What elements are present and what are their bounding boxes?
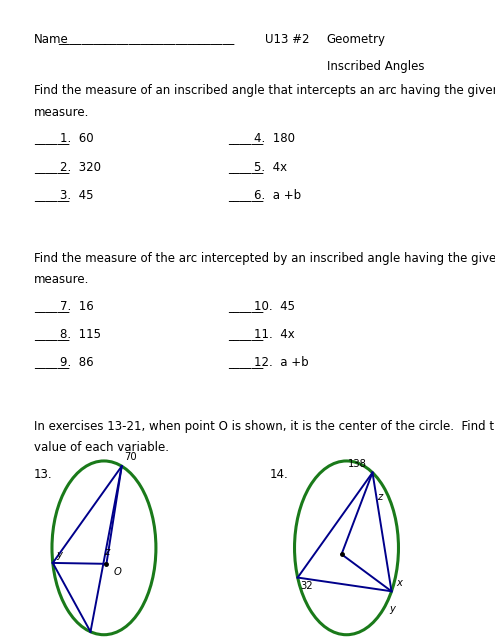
Text: ______: ______ xyxy=(228,161,263,173)
Text: x: x xyxy=(396,578,402,588)
Text: 7.  16: 7. 16 xyxy=(60,300,94,313)
Text: 138: 138 xyxy=(347,460,367,469)
Text: value of each variable.: value of each variable. xyxy=(34,441,169,454)
Text: ______: ______ xyxy=(228,300,263,313)
Text: ______: ______ xyxy=(228,356,263,369)
Text: 5.  4x: 5. 4x xyxy=(254,161,288,173)
Text: 70: 70 xyxy=(124,452,137,462)
Text: ______: ______ xyxy=(228,328,263,341)
Text: Name: Name xyxy=(34,33,68,46)
Text: measure.: measure. xyxy=(34,106,89,118)
Text: 14.: 14. xyxy=(270,468,289,481)
Text: ______: ______ xyxy=(34,161,69,173)
Text: Find the measure of the arc intercepted by an inscribed angle having the given: Find the measure of the arc intercepted … xyxy=(34,252,495,265)
Text: 1.  60: 1. 60 xyxy=(60,132,94,145)
Text: 8.  115: 8. 115 xyxy=(60,328,101,341)
Text: z: z xyxy=(104,547,109,557)
Text: Inscribed Angles: Inscribed Angles xyxy=(327,60,424,73)
Text: 32: 32 xyxy=(300,580,313,591)
Text: 13.: 13. xyxy=(34,468,52,481)
Text: 6.  a +b: 6. a +b xyxy=(254,189,301,202)
Text: U13 #2: U13 #2 xyxy=(265,33,309,46)
Text: ______: ______ xyxy=(34,132,69,145)
Text: ______: ______ xyxy=(34,328,69,341)
Text: ______: ______ xyxy=(228,189,263,202)
Text: x: x xyxy=(88,638,94,640)
Text: O: O xyxy=(114,567,122,577)
Text: Geometry: Geometry xyxy=(327,33,386,46)
Text: ______: ______ xyxy=(34,356,69,369)
Text: 11.  4x: 11. 4x xyxy=(254,328,295,341)
Text: 9.  86: 9. 86 xyxy=(60,356,94,369)
Text: y: y xyxy=(57,550,62,560)
Text: Find the measure of an inscribed angle that intercepts an arc having the given: Find the measure of an inscribed angle t… xyxy=(34,84,495,97)
Text: In exercises 13-21, when point O is shown, it is the center of the circle.  Find: In exercises 13-21, when point O is show… xyxy=(34,420,495,433)
Text: z: z xyxy=(377,492,383,502)
Text: 2.  320: 2. 320 xyxy=(60,161,101,173)
Text: ______: ______ xyxy=(34,189,69,202)
Text: y: y xyxy=(389,604,395,614)
Text: 12.  a +b: 12. a +b xyxy=(254,356,309,369)
Text: ______________________________: ______________________________ xyxy=(58,32,234,45)
Text: 3.  45: 3. 45 xyxy=(60,189,94,202)
Text: ______: ______ xyxy=(228,132,263,145)
Text: 4.  180: 4. 180 xyxy=(254,132,296,145)
Text: ______: ______ xyxy=(34,300,69,313)
Text: 10.  45: 10. 45 xyxy=(254,300,296,313)
Text: measure.: measure. xyxy=(34,273,89,286)
